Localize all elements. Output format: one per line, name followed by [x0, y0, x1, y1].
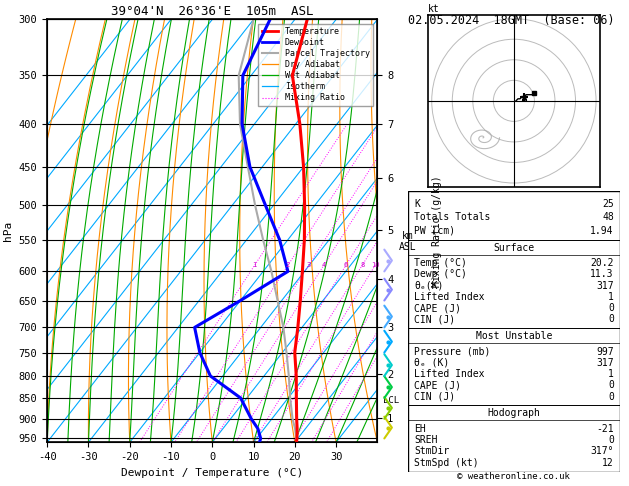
Text: 02.05.2024  18GMT  (Base: 06): 02.05.2024 18GMT (Base: 06)	[408, 14, 614, 27]
Text: 4: 4	[321, 262, 326, 268]
Text: kt: kt	[428, 4, 440, 14]
Text: 317°: 317°	[590, 446, 614, 456]
Text: StmSpd (kt): StmSpd (kt)	[414, 457, 479, 468]
Text: Mixing Ratio (g/kg): Mixing Ratio (g/kg)	[432, 175, 442, 287]
Text: LCL: LCL	[383, 396, 399, 405]
X-axis label: Dewpoint / Temperature (°C): Dewpoint / Temperature (°C)	[121, 468, 303, 478]
Text: 25: 25	[602, 199, 614, 209]
Text: © weatheronline.co.uk: © weatheronline.co.uk	[457, 472, 571, 481]
Text: EH: EH	[414, 424, 426, 434]
Text: Hodograph: Hodograph	[487, 408, 540, 418]
Text: CIN (J): CIN (J)	[414, 314, 455, 324]
Text: CIN (J): CIN (J)	[414, 392, 455, 401]
Text: Surface: Surface	[493, 243, 535, 253]
Text: 317: 317	[596, 280, 614, 291]
Text: 12: 12	[602, 457, 614, 468]
Text: 0: 0	[608, 392, 614, 401]
Text: 0: 0	[608, 314, 614, 324]
Text: 0: 0	[608, 303, 614, 313]
Text: 20.2: 20.2	[590, 258, 614, 268]
Text: K: K	[414, 199, 420, 209]
Text: PW (cm): PW (cm)	[414, 226, 455, 236]
Text: 3: 3	[306, 262, 311, 268]
Text: θₑ(K): θₑ(K)	[414, 280, 443, 291]
Text: Pressure (mb): Pressure (mb)	[414, 347, 491, 357]
Text: 1: 1	[252, 262, 257, 268]
Text: 1.94: 1.94	[590, 226, 614, 236]
Text: θₑ (K): θₑ (K)	[414, 358, 449, 368]
Text: CAPE (J): CAPE (J)	[414, 303, 461, 313]
Text: Most Unstable: Most Unstable	[476, 330, 552, 341]
Text: 10: 10	[371, 262, 379, 268]
Text: SREH: SREH	[414, 435, 438, 445]
Legend: Temperature, Dewpoint, Parcel Trajectory, Dry Adiabat, Wet Adiabat, Isotherm, Mi: Temperature, Dewpoint, Parcel Trajectory…	[259, 24, 373, 106]
Text: 1: 1	[608, 292, 614, 302]
Text: 1: 1	[608, 369, 614, 379]
Text: Totals Totals: Totals Totals	[414, 212, 491, 222]
Text: -21: -21	[596, 424, 614, 434]
Text: 0: 0	[608, 381, 614, 390]
Text: Dewp (°C): Dewp (°C)	[414, 269, 467, 279]
Text: Lifted Index: Lifted Index	[414, 292, 484, 302]
Text: 997: 997	[596, 347, 614, 357]
Text: StmDir: StmDir	[414, 446, 449, 456]
Title: 39°04'N  26°36'E  105m  ASL: 39°04'N 26°36'E 105m ASL	[111, 5, 313, 18]
Text: 0: 0	[608, 435, 614, 445]
Text: 11.3: 11.3	[590, 269, 614, 279]
Text: Temp (°C): Temp (°C)	[414, 258, 467, 268]
Text: 2: 2	[286, 262, 290, 268]
Y-axis label: km
ASL: km ASL	[398, 231, 416, 252]
Text: Lifted Index: Lifted Index	[414, 369, 484, 379]
Y-axis label: hPa: hPa	[3, 221, 13, 241]
Text: 6: 6	[344, 262, 348, 268]
Text: 8: 8	[360, 262, 364, 268]
Text: 317: 317	[596, 358, 614, 368]
Text: 48: 48	[602, 212, 614, 222]
Text: CAPE (J): CAPE (J)	[414, 381, 461, 390]
